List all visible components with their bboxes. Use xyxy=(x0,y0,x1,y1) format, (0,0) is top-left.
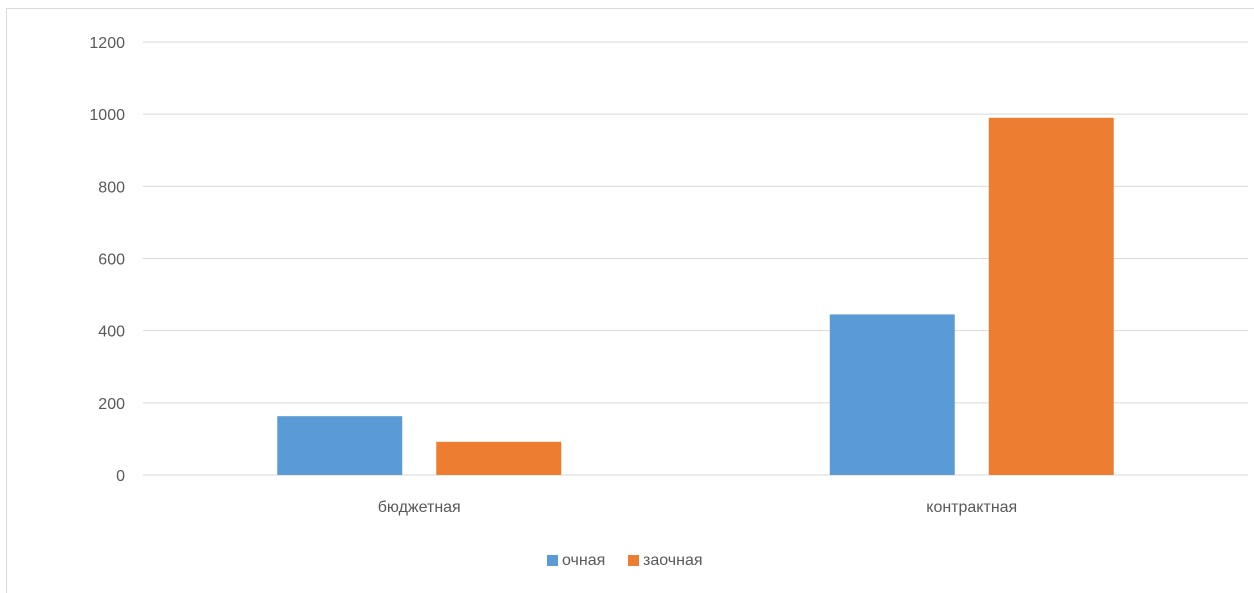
y-tick-label: 1000 xyxy=(89,107,125,124)
y-tick-label: 0 xyxy=(116,468,125,485)
legend: очная заочная xyxy=(547,552,703,569)
legend-label: заочная xyxy=(643,552,703,569)
legend-label: очная xyxy=(562,552,605,569)
x-category-label: бюджетная xyxy=(378,499,461,516)
y-tick-label: 200 xyxy=(98,396,125,413)
x-category-label: контрактная xyxy=(926,499,1017,516)
y-tick-label: 600 xyxy=(98,252,125,269)
bar-очная-контрактная xyxy=(829,314,955,475)
bar-заочная-контрактная xyxy=(988,117,1114,476)
legend-swatch-заочная xyxy=(628,555,639,566)
y-axis-ticks: 0 200 400 600 800 1000 1200 xyxy=(89,35,125,485)
x-axis-labels: бюджетная контрактная xyxy=(378,499,1017,516)
bars xyxy=(277,117,1114,476)
y-tick-label: 400 xyxy=(98,324,125,341)
y-tick-label: 800 xyxy=(98,179,125,196)
bar-заочная-бюджетная xyxy=(436,441,562,475)
y-tick-label: 1200 xyxy=(89,35,125,52)
bar-очная-бюджетная xyxy=(277,416,403,475)
legend-swatch-очная xyxy=(547,555,558,566)
